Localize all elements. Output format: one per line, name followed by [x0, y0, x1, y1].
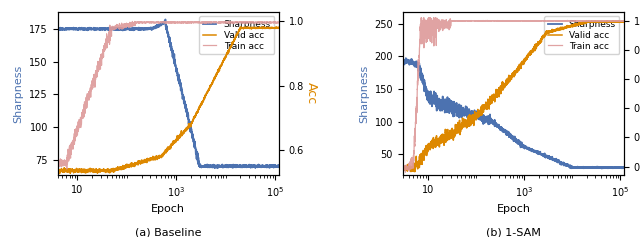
Valid acc — [399, 165, 406, 168]
Valid acc — [256, 26, 264, 28]
Valid acc — [156, 154, 163, 157]
Sharpness — [228, 165, 236, 168]
X-axis label: Epoch: Epoch — [151, 205, 185, 214]
X-axis label: Epoch: Epoch — [497, 205, 531, 214]
Sharpness — [156, 24, 163, 27]
Train acc — [228, 21, 236, 24]
Sharpness — [399, 57, 406, 60]
Valid acc — [269, 26, 276, 29]
Valid acc — [407, 170, 415, 173]
Y-axis label: Sharpness: Sharpness — [13, 64, 24, 123]
Valid acc — [269, 27, 276, 29]
Valid acc — [410, 165, 418, 168]
Y-axis label: Acc: Acc — [305, 82, 317, 105]
Valid acc — [500, 83, 508, 86]
Line: Train acc: Train acc — [403, 18, 624, 172]
Train acc — [65, 151, 73, 154]
Train acc — [620, 19, 628, 22]
Legend: Sharpness, Valid acc, Train acc: Sharpness, Valid acc, Train acc — [545, 16, 620, 54]
Valid acc — [65, 170, 73, 173]
Sharpness — [161, 18, 169, 21]
Train acc — [410, 142, 418, 145]
Valid acc — [614, 21, 621, 23]
Sharpness — [161, 21, 169, 23]
Train acc — [269, 21, 276, 24]
Title: (a) Baseline: (a) Baseline — [135, 228, 202, 237]
Valid acc — [614, 21, 621, 24]
Sharpness — [500, 129, 508, 132]
Valid acc — [275, 27, 283, 30]
Train acc — [417, 16, 425, 19]
Line: Valid acc: Valid acc — [58, 27, 279, 173]
Legend: Sharpness, Valid acc, Train acc: Sharpness, Valid acc, Train acc — [199, 16, 275, 54]
Sharpness — [620, 166, 628, 169]
Train acc — [269, 21, 276, 24]
Train acc — [54, 160, 61, 163]
Train acc — [156, 21, 163, 24]
Title: (b) 1-SAM: (b) 1-SAM — [486, 228, 541, 237]
Valid acc — [507, 78, 515, 81]
Train acc — [573, 19, 581, 22]
Sharpness — [614, 167, 621, 170]
Line: Train acc: Train acc — [58, 22, 279, 169]
Train acc — [507, 19, 515, 22]
Sharpness — [573, 166, 581, 169]
Train acc — [161, 21, 169, 24]
Sharpness — [65, 28, 73, 31]
Sharpness — [507, 136, 515, 139]
Line: Valid acc: Valid acc — [403, 21, 624, 172]
Sharpness — [214, 167, 221, 170]
Sharpness — [269, 165, 276, 168]
Line: Sharpness: Sharpness — [403, 58, 624, 169]
Train acc — [63, 168, 70, 170]
Sharpness — [54, 27, 61, 29]
Sharpness — [402, 57, 410, 59]
Train acc — [129, 20, 136, 23]
Valid acc — [56, 172, 63, 175]
Sharpness — [269, 164, 276, 167]
Valid acc — [609, 19, 617, 22]
Train acc — [275, 21, 283, 24]
Valid acc — [573, 23, 581, 26]
Sharpness — [275, 166, 283, 169]
Valid acc — [228, 43, 236, 46]
Sharpness — [598, 167, 605, 170]
Train acc — [614, 20, 621, 23]
Valid acc — [620, 20, 628, 23]
Valid acc — [54, 171, 61, 173]
Line: Sharpness: Sharpness — [58, 19, 279, 168]
Valid acc — [161, 151, 169, 154]
Train acc — [614, 19, 621, 22]
Train acc — [399, 167, 406, 170]
Sharpness — [614, 166, 621, 169]
Sharpness — [410, 61, 418, 64]
Train acc — [401, 171, 409, 173]
Y-axis label: Sharpness: Sharpness — [359, 64, 369, 123]
Train acc — [501, 19, 509, 22]
